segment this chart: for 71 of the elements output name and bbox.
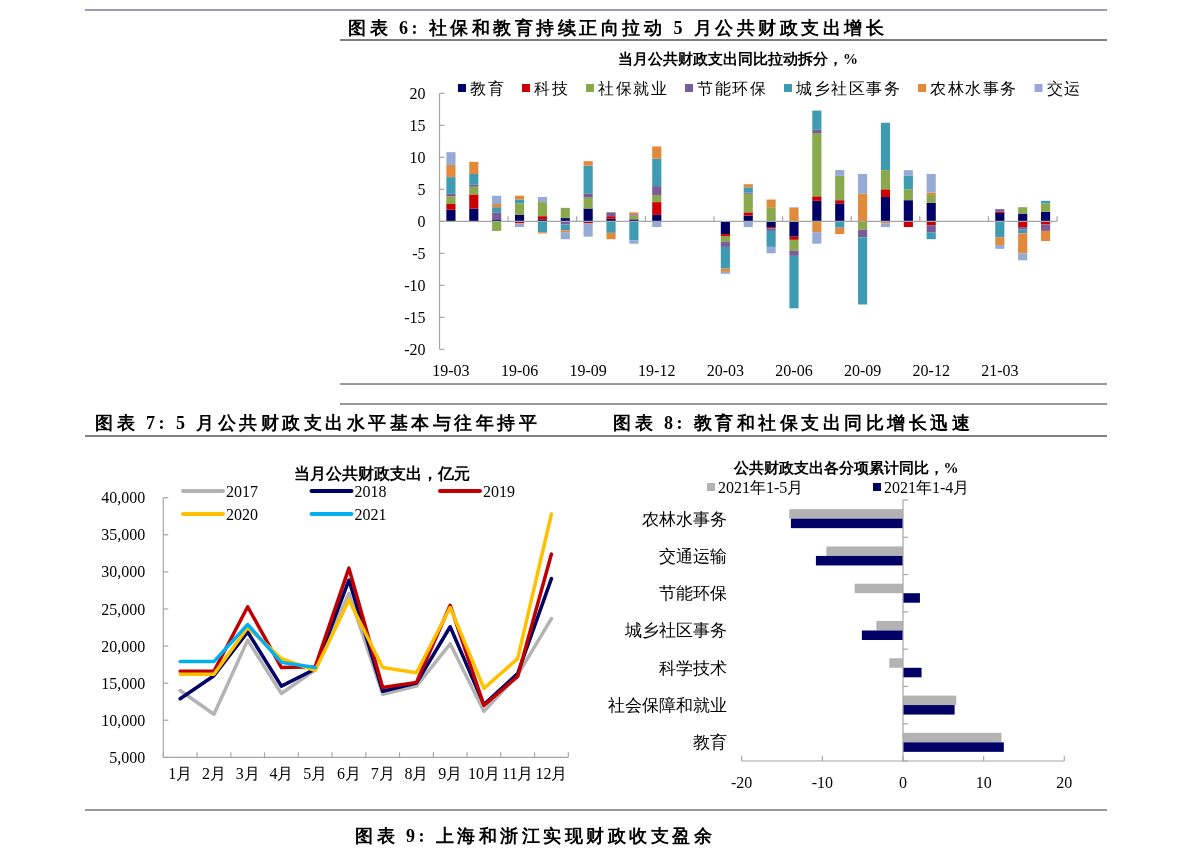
legend-label: 交运 bbox=[1046, 79, 1082, 97]
x-tick-label: 20 bbox=[1056, 774, 1073, 791]
chart-subtitle: 当月公共财政支出同比拉动拆分，% bbox=[618, 51, 858, 67]
y-tick-label: 15,000 bbox=[101, 674, 146, 692]
x-tick-label: 2月 bbox=[201, 765, 226, 782]
chart-title: 图表 7: 5 月公共财政支出水平基本与往年持平 bbox=[95, 413, 541, 433]
chart-title: 图表 6: 社保和教育持续正向拉动 5 月公共财政支出增长 bbox=[348, 17, 888, 38]
y-tick-label: 教育 bbox=[693, 733, 727, 753]
text: 图表 9: 上海和浙江实现财政收支盈余 bbox=[355, 826, 716, 846]
y-tick-label: 社会保障和就业 bbox=[608, 696, 727, 716]
y-tick-label: 5,000 bbox=[109, 748, 146, 766]
y-tick-label: 20 bbox=[409, 84, 426, 102]
x-tick-label: 1月 bbox=[168, 765, 193, 782]
x-tick-label: 0 bbox=[899, 774, 907, 791]
legend-label: 2017 bbox=[226, 482, 258, 500]
y-tick-label: -20 bbox=[404, 340, 426, 358]
legend-label: 城乡社区事务 bbox=[795, 79, 901, 97]
x-tick-label: 10 bbox=[975, 774, 992, 791]
y-tick-label: 交通运输 bbox=[659, 546, 727, 566]
y-tick-label: 0 bbox=[417, 212, 426, 230]
x-tick-label: 6月 bbox=[336, 765, 361, 782]
y-tick-label: 10,000 bbox=[101, 711, 146, 729]
x-tick-label: 20-03 bbox=[706, 362, 745, 379]
x-tick-label: 20-09 bbox=[843, 362, 882, 379]
y-tick-label: -15 bbox=[404, 308, 426, 326]
chart-subtitle: 当月公共财政支出，亿元 bbox=[294, 465, 470, 482]
y-tick-label: -5 bbox=[412, 244, 426, 262]
y-tick-label: 科学技术 bbox=[659, 658, 727, 678]
x-tick-label: 20-06 bbox=[775, 362, 813, 379]
legend-label: 2021 bbox=[354, 505, 387, 523]
x-tick-label: 19-06 bbox=[500, 362, 539, 379]
x-tick-label: -10 bbox=[811, 774, 834, 791]
y-tick-label: 城乡社区事务 bbox=[624, 621, 727, 641]
legend-label: 社保就业 bbox=[598, 79, 668, 97]
x-tick-label: 3月 bbox=[235, 765, 260, 782]
legend-label: 2021年1-4月 bbox=[884, 478, 970, 496]
legend-label: 农林水事务 bbox=[930, 79, 1018, 97]
y-tick-label: -10 bbox=[404, 276, 426, 294]
chart-title: 图表 8: 教育和社保支出同比增长迅速 bbox=[613, 412, 974, 433]
x-tick-label: 21-03 bbox=[981, 362, 1019, 379]
x-tick-label: 19-09 bbox=[569, 362, 607, 379]
x-tick-label: 7月 bbox=[370, 765, 395, 782]
y-tick-label: 30,000 bbox=[101, 563, 146, 581]
legend-label: 科技 bbox=[534, 79, 569, 97]
x-tick-label: 9月 bbox=[438, 765, 463, 782]
y-tick-label: 15 bbox=[409, 116, 426, 134]
x-tick-label: 11月 bbox=[501, 765, 534, 782]
x-tick-label: 19-12 bbox=[638, 362, 676, 379]
x-tick-label: 19-03 bbox=[432, 362, 470, 379]
legend-label: 2019 bbox=[483, 482, 515, 500]
legend-label: 2021年1-5月 bbox=[718, 478, 804, 496]
y-tick-label: 25,000 bbox=[101, 600, 146, 618]
y-tick-label: 35,000 bbox=[101, 526, 146, 544]
chart-subtitle: 公共财政支出各分项累计同比，% bbox=[732, 460, 959, 476]
y-tick-label: 20,000 bbox=[101, 637, 146, 655]
y-tick-label: 5 bbox=[417, 180, 426, 198]
legend-label: 节能环保 bbox=[697, 79, 767, 97]
x-tick-label: 8月 bbox=[404, 765, 429, 782]
legend-label: 2018 bbox=[354, 482, 387, 500]
y-tick-label: 10 bbox=[409, 148, 426, 166]
y-tick-label: 40,000 bbox=[101, 489, 146, 507]
x-tick-label: 5月 bbox=[303, 765, 328, 782]
x-tick-label: -20 bbox=[731, 774, 753, 791]
x-tick-label: 20-12 bbox=[912, 362, 950, 379]
x-tick-label: 4月 bbox=[269, 765, 294, 782]
y-tick-label: 农林水事务 bbox=[642, 509, 727, 529]
y-tick-label: 节能环保 bbox=[659, 584, 727, 604]
legend-label: 教育 bbox=[470, 79, 505, 97]
legend-label: 2020 bbox=[226, 505, 258, 523]
x-tick-label: 10月 bbox=[467, 765, 500, 782]
x-tick-label: 12月 bbox=[535, 765, 568, 782]
